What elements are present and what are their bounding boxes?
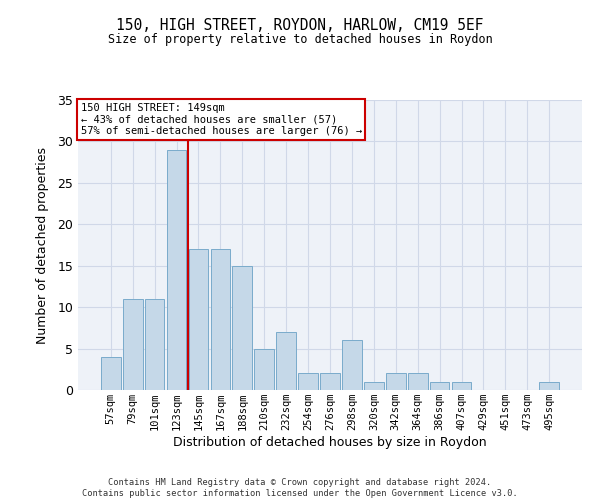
Bar	[123, 299, 143, 390]
Bar	[298, 374, 318, 390]
Bar	[276, 332, 296, 390]
Text: 150 HIGH STREET: 149sqm
← 43% of detached houses are smaller (57)
57% of semi-de: 150 HIGH STREET: 149sqm ← 43% of detache…	[80, 103, 362, 136]
Bar	[408, 374, 428, 390]
Bar	[364, 382, 384, 390]
Bar	[232, 266, 252, 390]
Bar	[145, 299, 164, 390]
Bar	[452, 382, 472, 390]
Text: Size of property relative to detached houses in Roydon: Size of property relative to detached ho…	[107, 32, 493, 46]
Bar	[211, 249, 230, 390]
Bar	[320, 374, 340, 390]
Bar	[188, 249, 208, 390]
Bar	[167, 150, 187, 390]
Bar	[430, 382, 449, 390]
Bar	[539, 382, 559, 390]
X-axis label: Distribution of detached houses by size in Roydon: Distribution of detached houses by size …	[173, 436, 487, 449]
Y-axis label: Number of detached properties: Number of detached properties	[36, 146, 49, 344]
Bar	[386, 374, 406, 390]
Text: 150, HIGH STREET, ROYDON, HARLOW, CM19 5EF: 150, HIGH STREET, ROYDON, HARLOW, CM19 5…	[116, 18, 484, 32]
Text: Contains HM Land Registry data © Crown copyright and database right 2024.
Contai: Contains HM Land Registry data © Crown c…	[82, 478, 518, 498]
Bar	[342, 340, 362, 390]
Bar	[254, 348, 274, 390]
Bar	[101, 357, 121, 390]
